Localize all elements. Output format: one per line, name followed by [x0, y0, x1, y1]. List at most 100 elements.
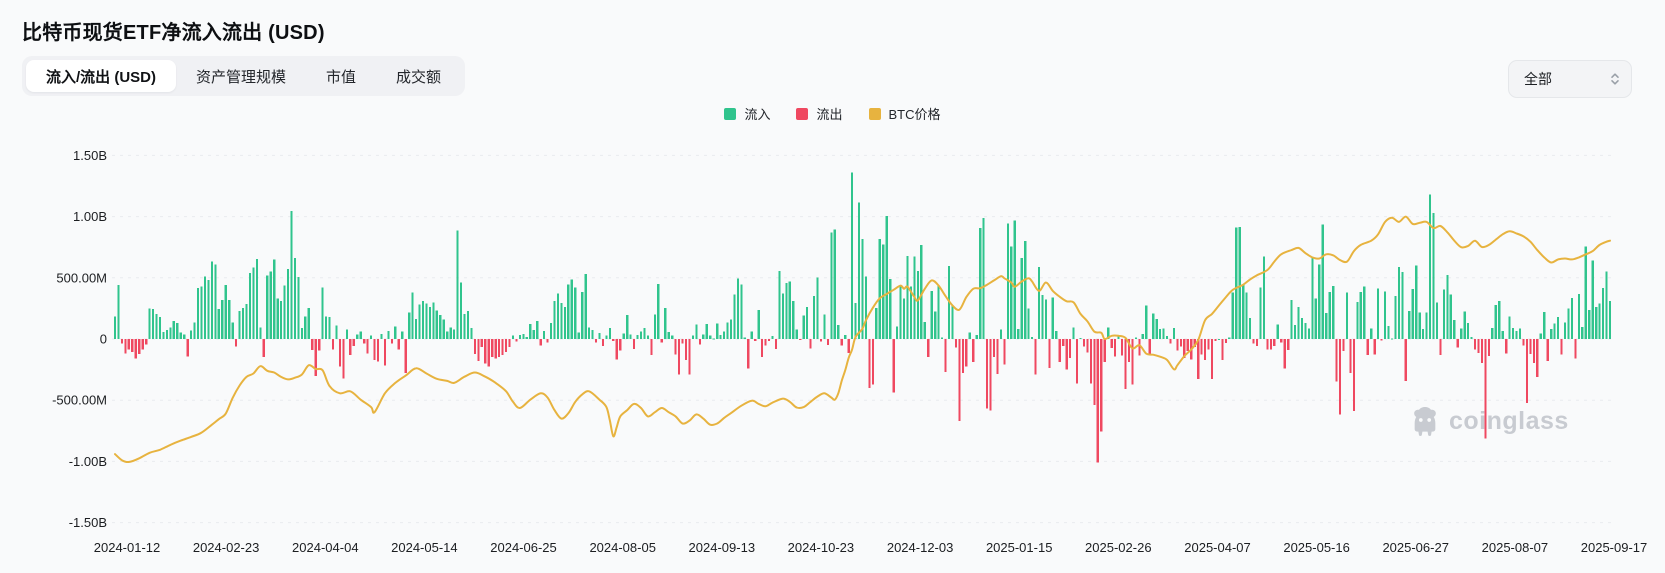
inflow-bar: [875, 307, 878, 339]
inflow-bar: [864, 276, 868, 339]
outflow-bar: [1532, 339, 1535, 363]
inflow-bar: [1401, 271, 1404, 339]
inflow-bar: [283, 285, 286, 339]
inflow-bar: [193, 322, 196, 339]
outflow-bar: [314, 339, 317, 376]
y-axis-tick-label: 1.00B: [73, 209, 107, 224]
outflow-bar: [1179, 339, 1182, 347]
inflow-bar: [117, 285, 120, 339]
legend-label: 流出: [816, 107, 843, 122]
inflow-bar: [432, 302, 435, 339]
inflow-bar: [228, 299, 231, 339]
inflow-bar: [591, 329, 594, 339]
x-axis-tick-label: 2024-10-23: [788, 540, 855, 555]
inflow-bar: [1570, 298, 1574, 339]
inflow-bar: [567, 284, 570, 339]
inflow-bar: [518, 335, 521, 339]
outflow-bar: [131, 339, 134, 352]
inflow-bar: [1518, 328, 1522, 339]
legend-item-2[interactable]: BTC价格: [868, 104, 941, 123]
inflow-bar: [639, 331, 643, 339]
inflow-bar: [588, 327, 591, 339]
inflow-bar: [1359, 291, 1362, 339]
x-axis-tick-label: 2025-04-07: [1184, 540, 1251, 555]
inflow-bar: [221, 300, 224, 339]
inflow-bar: [975, 335, 978, 339]
outflow-bar: [546, 339, 549, 343]
inflow-bar: [113, 316, 117, 339]
outflow-bar: [684, 339, 688, 360]
inflow-bar: [511, 335, 515, 339]
inflow-bar: [833, 229, 836, 339]
tab-1[interactable]: 资产管理规模: [196, 68, 287, 86]
inflow-bar: [1501, 331, 1504, 339]
inflow-bar: [297, 277, 300, 339]
outflow-bar: [1138, 339, 1141, 356]
outflow-bar: [594, 339, 598, 343]
x-axis-tick-label: 2025-09-17: [1581, 540, 1648, 555]
outflow-bar: [1221, 339, 1224, 360]
inflow-bar: [1470, 337, 1473, 339]
range-select[interactable]: 全部: [1508, 60, 1632, 98]
tab-2[interactable]: 市值: [326, 68, 357, 86]
inflow-bar: [861, 238, 864, 339]
inflow-bar: [979, 227, 982, 339]
inflow-bar: [1145, 305, 1148, 339]
outflow-bar: [352, 339, 355, 347]
outflow-bar: [601, 339, 605, 346]
inflow-bar: [584, 274, 587, 339]
inflow-bar: [667, 331, 670, 339]
inflow-bar: [1584, 246, 1587, 339]
inflow-bar: [179, 332, 182, 339]
inflow-bar: [1228, 337, 1231, 339]
outflow-bar: [774, 339, 778, 349]
inflow-bar: [837, 324, 840, 339]
inflow-bar: [1262, 256, 1266, 339]
inflow-bar: [577, 332, 580, 339]
inflow-bar: [629, 334, 632, 339]
inflow-bar: [401, 331, 404, 339]
tab-0[interactable]: 流入/流出 (USD): [26, 60, 176, 92]
outflow-bar: [504, 339, 508, 352]
inflow-bar: [1013, 220, 1016, 339]
inflow-bar: [290, 211, 293, 339]
outflow-bar: [1349, 339, 1352, 374]
inflow-bar: [387, 331, 390, 339]
btc-price-line: [114, 215, 1611, 464]
inflow-bar: [255, 259, 258, 339]
inflow-bar: [923, 322, 926, 339]
inflow-bar: [1605, 271, 1608, 339]
outflow-bar: [127, 339, 130, 350]
inflow-bar: [598, 333, 601, 339]
legend-item-0[interactable]: 流入: [724, 104, 770, 123]
inflow-bar: [1467, 322, 1470, 339]
inflow-bar: [750, 331, 753, 339]
tab-3[interactable]: 成交额: [396, 68, 442, 86]
inflow-bar: [196, 287, 200, 339]
inflow-bar: [702, 334, 705, 339]
inflow-bar: [1162, 328, 1165, 339]
inflow-bar: [1248, 317, 1252, 339]
range-select-value: 全部: [1524, 71, 1552, 87]
outflow-bar: [1176, 339, 1179, 351]
inflow-bar: [1051, 297, 1054, 339]
inflow-bar: [1494, 305, 1497, 339]
outflow-bar: [491, 339, 494, 357]
outflow-bar: [761, 339, 764, 357]
outflow-bar: [1255, 339, 1259, 346]
inflow-bar: [1245, 292, 1248, 339]
inflow-bar: [982, 218, 985, 339]
inflow-bar: [553, 301, 556, 339]
outflow-bar: [373, 339, 376, 360]
inflow-bar: [1044, 299, 1048, 339]
inflow-bar: [743, 337, 746, 339]
legend-item-1[interactable]: 流出: [796, 104, 843, 123]
inflow-bar: [885, 215, 888, 339]
inflow-bar: [1408, 311, 1411, 339]
inflow-bar: [359, 331, 362, 339]
inflow-bar: [328, 316, 331, 339]
outflow-bar: [1477, 339, 1480, 354]
legend-swatch-icon: [724, 107, 737, 120]
inflow-bar: [1425, 312, 1428, 339]
